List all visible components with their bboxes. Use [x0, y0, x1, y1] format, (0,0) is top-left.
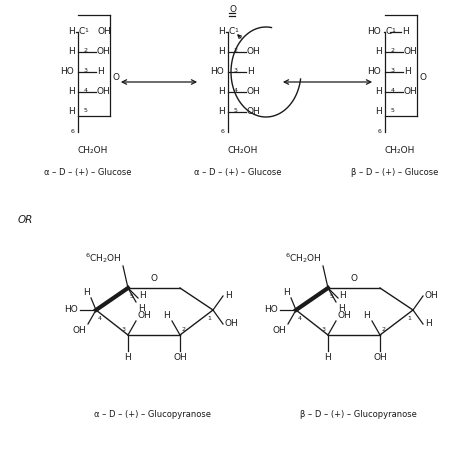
Text: OH: OH: [247, 107, 261, 116]
Text: H: H: [404, 67, 411, 76]
Text: OH: OH: [97, 87, 111, 96]
Text: H: H: [283, 288, 290, 297]
Text: 5: 5: [234, 108, 238, 113]
Text: HO: HO: [64, 305, 78, 314]
Text: OR: OR: [18, 215, 33, 225]
Text: OH: OH: [373, 353, 387, 362]
Text: H: H: [339, 292, 346, 300]
Text: 5: 5: [330, 294, 334, 299]
Text: 4: 4: [98, 316, 102, 321]
Text: 5: 5: [130, 294, 134, 299]
Text: 3: 3: [391, 68, 395, 73]
Text: H: H: [83, 288, 90, 297]
Text: H: H: [218, 47, 225, 56]
Text: OH: OH: [97, 47, 111, 56]
Text: $^6$CH$_2$OH: $^6$CH$_2$OH: [85, 251, 122, 265]
Text: 2: 2: [84, 48, 88, 53]
Text: H: H: [402, 27, 409, 36]
Text: H: H: [218, 107, 225, 116]
Text: O: O: [151, 274, 157, 283]
Text: $^6$CH$_2$OH: $^6$CH$_2$OH: [285, 251, 322, 265]
Text: HO: HO: [367, 67, 381, 76]
Text: 4: 4: [84, 88, 88, 93]
Text: H: H: [68, 107, 75, 116]
Text: 5: 5: [391, 108, 395, 113]
Text: 5: 5: [84, 108, 88, 113]
Text: H: H: [163, 311, 170, 320]
Text: HO: HO: [264, 305, 278, 314]
Text: 4: 4: [391, 88, 395, 93]
Text: β – D – (+) – Glucose: β – D – (+) – Glucose: [351, 168, 439, 177]
Text: 2: 2: [182, 327, 186, 332]
Text: OH: OH: [138, 311, 152, 320]
Text: H: H: [247, 67, 254, 76]
Text: OH: OH: [225, 319, 239, 329]
Text: OH: OH: [404, 47, 418, 56]
Text: HO: HO: [60, 67, 74, 76]
Text: H: H: [97, 67, 104, 76]
Text: CH₂OH: CH₂OH: [385, 146, 415, 155]
Text: C: C: [79, 27, 85, 36]
Text: H: H: [68, 47, 75, 56]
Text: H: H: [218, 27, 225, 36]
Text: H: H: [225, 292, 232, 300]
Text: 4: 4: [234, 88, 238, 93]
Text: H: H: [338, 304, 345, 313]
Text: O: O: [113, 72, 120, 81]
Text: β – D – (+) – Glucopyranose: β – D – (+) – Glucopyranose: [300, 410, 417, 419]
Text: 1: 1: [207, 316, 211, 321]
Text: 3: 3: [322, 327, 326, 332]
Text: 6: 6: [71, 129, 75, 134]
Text: α – D – (+) – Glucose: α – D – (+) – Glucose: [44, 168, 132, 177]
Text: H: H: [139, 292, 146, 300]
Text: HO: HO: [367, 27, 381, 36]
Text: 3: 3: [122, 327, 126, 332]
Text: H: H: [68, 27, 75, 36]
Text: H: H: [375, 47, 382, 56]
Text: 1: 1: [407, 316, 411, 321]
Text: 3: 3: [234, 68, 238, 73]
Text: 6: 6: [221, 129, 225, 134]
Text: H: H: [325, 353, 331, 362]
Text: OH: OH: [338, 311, 352, 320]
Text: 1: 1: [234, 28, 238, 33]
Text: 4: 4: [298, 316, 302, 321]
Text: C: C: [229, 27, 235, 36]
Text: 2: 2: [382, 327, 386, 332]
Text: H: H: [218, 87, 225, 96]
Text: H: H: [138, 304, 145, 313]
Text: OH: OH: [72, 326, 86, 335]
Text: 2: 2: [234, 48, 238, 53]
Text: H: H: [363, 311, 370, 320]
Text: OH: OH: [98, 27, 112, 36]
Text: 1: 1: [391, 28, 395, 33]
Text: O: O: [350, 274, 357, 283]
Text: OH: OH: [247, 47, 261, 56]
Text: HO: HO: [210, 67, 224, 76]
Text: H: H: [68, 87, 75, 96]
Text: O: O: [229, 5, 237, 14]
Text: H: H: [375, 87, 382, 96]
Text: 6: 6: [378, 129, 382, 134]
Text: H: H: [125, 353, 131, 362]
Text: α – D – (+) – Glucopyranose: α – D – (+) – Glucopyranose: [94, 410, 211, 419]
Text: OH: OH: [404, 87, 418, 96]
Text: OH: OH: [247, 87, 261, 96]
Text: 1: 1: [84, 28, 88, 33]
Text: O: O: [420, 72, 427, 81]
Text: H: H: [375, 107, 382, 116]
Text: CH₂OH: CH₂OH: [78, 146, 109, 155]
Text: α – D – (+) – Glucose: α – D – (+) – Glucose: [194, 168, 282, 177]
Text: OH: OH: [272, 326, 286, 335]
Text: 2: 2: [391, 48, 395, 53]
Text: H: H: [425, 319, 432, 329]
Text: OH: OH: [425, 292, 439, 300]
Text: 3: 3: [84, 68, 88, 73]
Text: OH: OH: [173, 353, 187, 362]
Text: C: C: [386, 27, 392, 36]
Text: CH₂OH: CH₂OH: [228, 146, 258, 155]
